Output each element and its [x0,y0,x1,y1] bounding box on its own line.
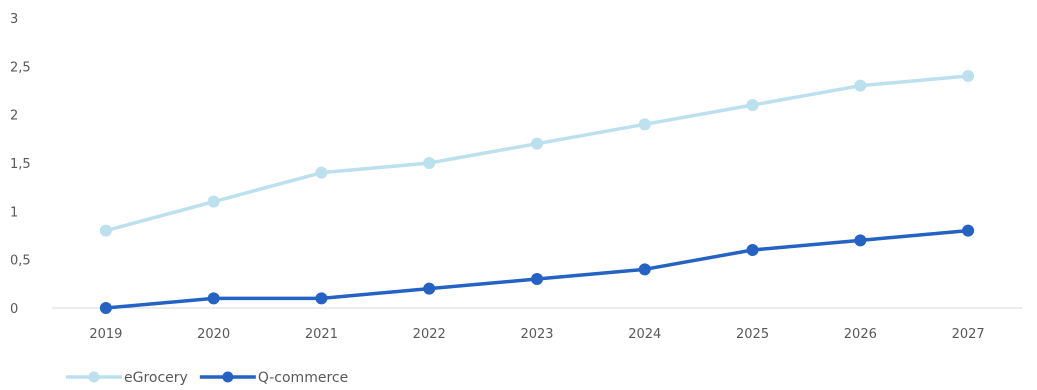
x-tick-label: 2025 [736,327,769,342]
series-q-commerce [99,224,975,314]
x-tick-label: 2024 [628,327,661,342]
data-point-q-commerce [315,292,328,305]
data-point-egrocery [99,224,112,237]
y-tick-label: 1 [10,205,18,220]
legend-swatch-marker [222,371,234,383]
data-point-egrocery [746,99,759,111]
x-axis: 2019 2020 2021 2022 2023 2024 2025 2026 2027 [89,327,984,342]
series-line-q-commerce [104,228,970,310]
data-point-q-commerce [99,302,112,314]
data-point-q-commerce [423,282,436,295]
x-tick-label: 2020 [197,327,230,342]
y-tick-label: 1,5 [10,157,31,172]
y-tick-label: 3 [10,12,18,27]
y-tick-label: 0 [10,302,18,317]
legend-item-q-commerce: Q-commerce [199,370,348,386]
data-point-q-commerce [207,292,220,305]
data-point-egrocery [207,195,220,208]
data-point-q-commerce [962,224,975,237]
data-point-egrocery [854,79,867,92]
legend-label: Q-commerce [258,370,348,386]
x-tick-label: 2027 [952,327,985,342]
data-point-q-commerce [854,234,867,247]
legend-swatch-marker [88,371,100,383]
y-tick-label: 0,5 [10,254,31,269]
x-tick-label: 2022 [413,327,446,342]
data-point-egrocery [638,118,651,131]
series-line-egrocery [104,74,970,233]
data-point-egrocery [962,70,975,82]
data-point-q-commerce [746,244,759,256]
x-tick-label: 2023 [520,327,553,342]
data-point-egrocery [531,137,543,150]
series-egrocery [99,70,975,237]
legend-item-egrocery: eGrocery [66,370,188,386]
y-tick-label: 2,5 [10,60,31,75]
legend: eGrocery Q-commerce [66,370,348,386]
y-tick-label: 2 [10,109,18,124]
series-layer [99,70,975,314]
legend-label: eGrocery [124,370,188,386]
x-tick-label: 2026 [844,327,877,342]
y-axis: 0 0,5 1 1,5 2 2,5 3 [10,12,31,317]
data-point-egrocery [315,166,328,179]
data-point-egrocery [423,157,436,169]
x-tick-label: 2021 [305,327,338,342]
x-tick-label: 2019 [89,327,122,342]
data-point-q-commerce [531,273,543,285]
data-point-q-commerce [638,263,651,276]
